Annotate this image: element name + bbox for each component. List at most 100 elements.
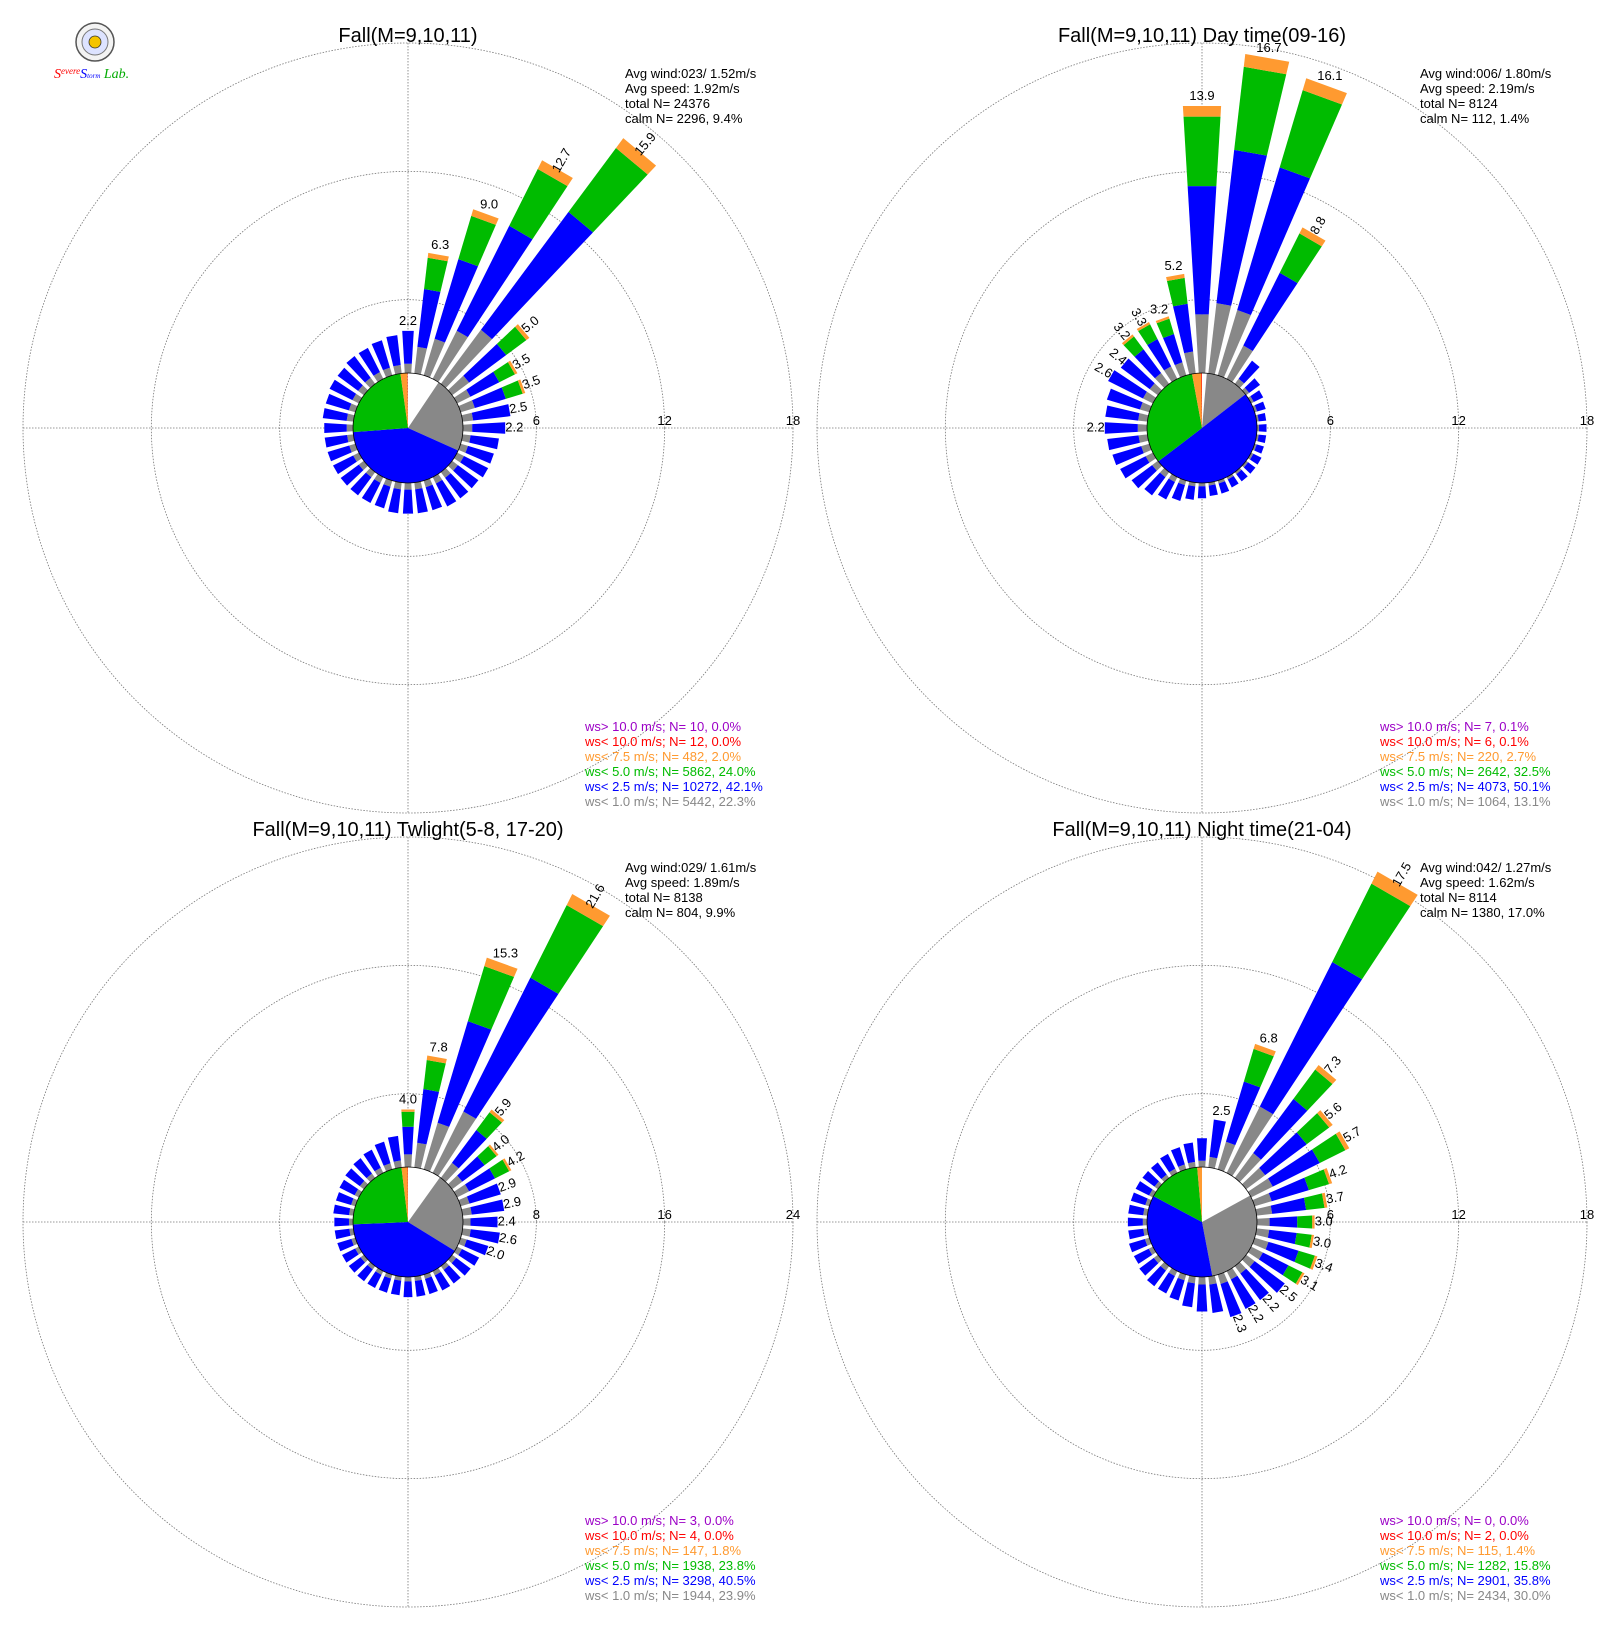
wind-bar [414, 481, 428, 514]
wind-bar [453, 360, 518, 404]
wind-bar [440, 1109, 505, 1183]
wind-bar-segment [615, 138, 657, 175]
wind-bar-segment [1174, 362, 1187, 378]
wind-bar-segment [367, 1271, 382, 1288]
logo-text: SevereStorm Lab. [54, 66, 129, 82]
bar-value-label: 3.2 [1150, 301, 1168, 316]
wind-bar [447, 1144, 499, 1190]
wind-bar [1169, 1272, 1187, 1301]
pie-slice [1197, 1167, 1202, 1222]
wind-bar [1226, 473, 1239, 488]
wind-bar [432, 893, 610, 1177]
wind-bar-segment [337, 1238, 354, 1252]
wind-bar [1255, 434, 1267, 443]
pie-outline [352, 372, 464, 484]
wind-bar [325, 393, 358, 413]
wind-bar-segment [1138, 324, 1158, 345]
wind-bar-segment [1198, 1276, 1206, 1285]
wind-bar [1226, 1267, 1256, 1310]
wind-bar-segment [1156, 318, 1174, 338]
wind-bar [1128, 1204, 1149, 1216]
wind-bar-segment [367, 1261, 376, 1270]
wind-bar-segment [1257, 434, 1267, 443]
wind-bar [1133, 1246, 1157, 1264]
bar-value-label: 2.0 [485, 1243, 507, 1263]
bar-value-label: 3.0 [1315, 1213, 1333, 1228]
wind-bar-segment [1105, 405, 1140, 421]
bar-value-label: 3.4 [1313, 1255, 1335, 1275]
wind-bar [1255, 1192, 1328, 1216]
legend-entry: ws> 10.0 m/s; N= 10, 0.0% [584, 719, 742, 734]
bar-value-label: 2.2 [1087, 419, 1105, 434]
wind-bar-segment [1197, 486, 1207, 499]
wind-bar-segment [348, 403, 358, 413]
wind-bar-segment [1256, 1217, 1270, 1227]
wind-bar [432, 160, 573, 383]
wind-bar-segment [346, 413, 355, 422]
wind-bar-segment [401, 1109, 415, 1112]
wind-bar [414, 1055, 447, 1169]
wind-bar-segment [1226, 1106, 1274, 1177]
wind-bar-segment [453, 1184, 470, 1198]
wind-bar-segment [1121, 334, 1134, 346]
wind-bar-segment [1304, 1193, 1325, 1210]
wind-bar [334, 1217, 354, 1227]
radial-tick-label: 18 [1580, 1207, 1594, 1222]
legend-entry: ws< 10.0 m/s; N= 12, 0.0% [584, 734, 742, 749]
radial-tick-label: 16 [657, 1207, 671, 1222]
wind-bar-segment [1294, 1232, 1312, 1248]
bar-value-label: 9.0 [480, 196, 498, 211]
wind-bar-segment [1208, 1156, 1218, 1169]
wind-bar-segment [1268, 1177, 1309, 1202]
wind-bar-segment [1177, 1272, 1187, 1281]
legend-entry: ws< 1.0 m/s; N= 1944, 23.9% [584, 1588, 756, 1603]
wind-bar-segment [466, 371, 500, 397]
wind-bar [423, 957, 518, 1172]
wind-bar-segment [489, 1159, 510, 1179]
wind-bar-segment [1255, 1205, 1273, 1216]
wind-bar-segment [1282, 1265, 1303, 1284]
wind-bar-segment [329, 379, 357, 401]
pie-slice [1147, 1196, 1213, 1277]
bar-value-label: 2.2 [399, 313, 417, 328]
wind-bar [1241, 460, 1256, 474]
pie-slice [401, 1167, 408, 1222]
legend-entry: ws< 1.0 m/s; N= 1064, 13.1% [1379, 794, 1551, 809]
wind-bar-segment [1259, 961, 1363, 1115]
wind-bar-segment [461, 1228, 471, 1237]
wind-bar [1234, 467, 1248, 482]
stats-line: calm N= 804, 9.9% [625, 905, 736, 920]
bar-value-label: 2.5 [1212, 1103, 1230, 1118]
chart-title: Fall(M=9,10,11) [338, 25, 477, 47]
wind-bar-segment [466, 1183, 501, 1204]
wind-bar-segment [447, 1254, 457, 1264]
wind-bar-segment [1187, 186, 1217, 315]
wind-bar-segment [1255, 1228, 1270, 1238]
wind-bar-segment [496, 326, 527, 356]
wind-bar-segment [1127, 1217, 1143, 1227]
wind-bar-segment [1226, 345, 1253, 383]
wind-bar-segment [1267, 1229, 1297, 1245]
wind-bar [461, 1228, 500, 1244]
wind-bar-segment [469, 435, 499, 450]
wind-bar-segment [1182, 105, 1222, 117]
wind-bar-segment [424, 257, 448, 292]
wind-bar-segment [1220, 1281, 1242, 1318]
wind-bar [374, 1141, 393, 1172]
wind-bar [1252, 1168, 1333, 1207]
wind-bar-segment [339, 1179, 359, 1196]
stats-line: calm N= 1380, 17.0% [1420, 905, 1545, 920]
stats-line: Avg wind:029/ 1.61m/s [625, 860, 757, 875]
wind-bar-segment [347, 434, 355, 443]
bar-value-label: 7.8 [430, 1040, 448, 1055]
wind-bar-segment [480, 211, 593, 340]
wind-bar [358, 347, 384, 383]
wind-bar-segment [1304, 1169, 1330, 1191]
wind-bar-segment [462, 1218, 471, 1226]
wind-bar-segment [1371, 871, 1418, 907]
wind-bar [1182, 1275, 1196, 1308]
wind-bar [1217, 1043, 1276, 1172]
pie-slice [408, 382, 463, 451]
wind-bar-segment [1241, 1167, 1266, 1190]
wind-bar-segment [1160, 1153, 1176, 1173]
